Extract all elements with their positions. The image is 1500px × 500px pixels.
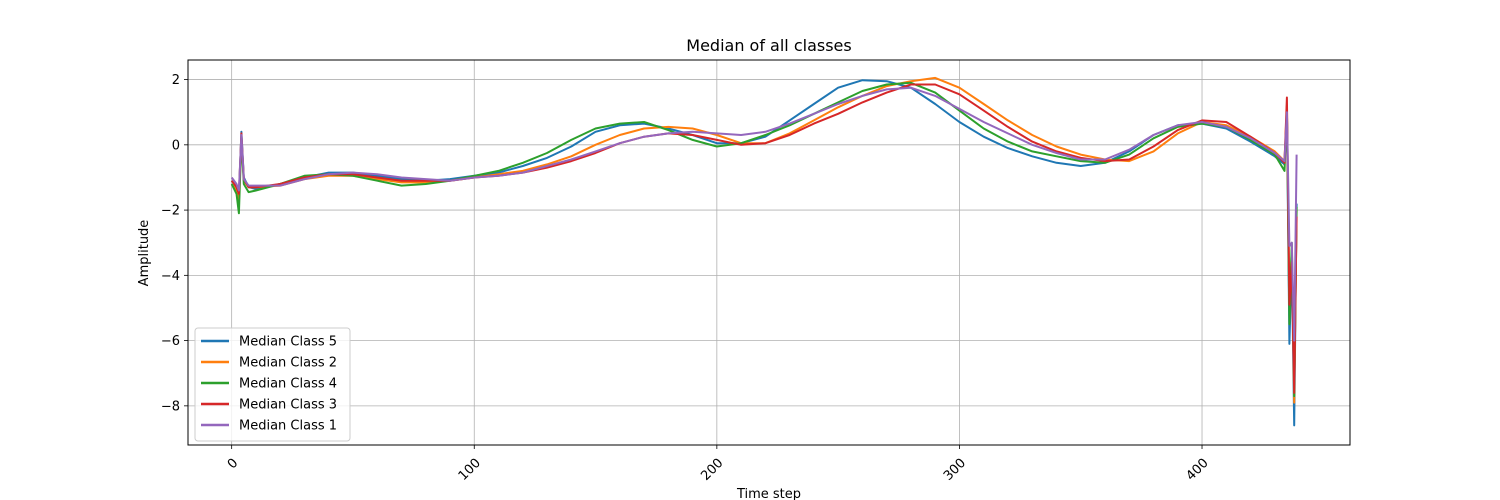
chart-title: Median of all classes	[686, 36, 851, 55]
legend-label: Median Class 3	[239, 398, 337, 413]
y-tick-label: 2	[172, 73, 180, 88]
y-tick-label: −2	[161, 204, 180, 219]
series-layer	[230, 76, 1298, 427]
series-line-5	[230, 86, 1298, 342]
plot-frame	[187, 59, 1351, 446]
legend-label: Median Class 4	[239, 377, 337, 392]
legend-label: Median Class 5	[239, 335, 337, 350]
y-tick-label: 0	[172, 138, 180, 153]
legend-label: Median Class 2	[239, 356, 337, 371]
legend-box	[194, 327, 351, 442]
y-tick-label: −4	[161, 269, 180, 284]
x-axis-label: Time step	[736, 487, 801, 500]
legend: Median Class 5 Median Class 2 Median Class…	[194, 327, 351, 442]
y-tick-label: −8	[161, 399, 180, 414]
legend-label: Median Class 1	[239, 419, 337, 434]
y-tick-label: −6	[161, 334, 180, 349]
y-axis-label: Amplitude	[137, 220, 152, 287]
